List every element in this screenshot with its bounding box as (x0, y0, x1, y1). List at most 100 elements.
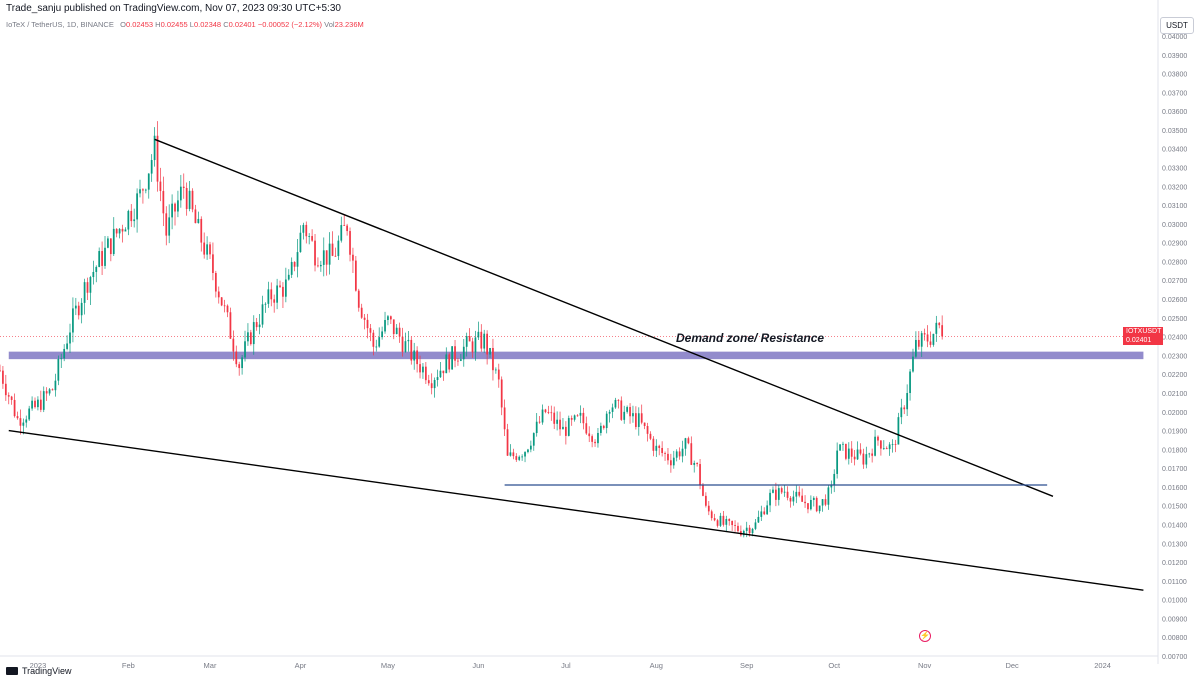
candle-body (48, 389, 51, 394)
candle-body (197, 218, 200, 224)
candle-body (897, 417, 900, 445)
candle-body (891, 444, 894, 445)
x-tick-label: Feb (122, 661, 135, 670)
candle-body (182, 186, 185, 188)
candle-body (247, 332, 249, 342)
candle-body (760, 511, 763, 517)
y-tick-label: 0.02000 (1162, 410, 1187, 417)
candle-body (407, 339, 410, 342)
candle-body (98, 251, 101, 267)
candle-body (39, 399, 42, 410)
candle-body (926, 334, 929, 342)
candle-body (290, 261, 293, 275)
candle-body (915, 339, 917, 357)
symbol-name[interactable]: IoTeX / TetherUS, 1D, BINANCE (6, 20, 114, 29)
candle-body (474, 337, 477, 353)
candle-body (500, 379, 503, 408)
x-tick-label: Sep (740, 661, 753, 670)
candle-body (675, 451, 678, 458)
candle-body (124, 229, 127, 232)
candle-body (573, 415, 576, 420)
candle-body (185, 187, 188, 209)
y-tick-label: 0.01100 (1162, 579, 1187, 586)
candle-body (497, 369, 500, 380)
currency-button[interactable]: USDT (1160, 17, 1194, 34)
candle-body (322, 250, 325, 265)
candle-body (42, 391, 45, 410)
price-tag-price: 0.02401 (1126, 337, 1152, 344)
candle-body (308, 236, 311, 237)
candle-body (652, 438, 655, 451)
candle-body (212, 254, 214, 273)
candle-body (538, 421, 541, 423)
candle-body (389, 316, 392, 320)
candle-body (258, 324, 261, 328)
candle-body (392, 319, 395, 335)
candle-body (812, 497, 815, 500)
y-tick-label: 0.01200 (1162, 560, 1187, 567)
candle-body (457, 360, 459, 362)
candle-body (830, 484, 833, 488)
candle-body (935, 322, 938, 334)
candle-body (556, 419, 558, 424)
candle-body (862, 453, 865, 465)
candle-body (871, 453, 874, 456)
candle-body (877, 436, 879, 441)
x-tick-label: Nov (918, 661, 932, 670)
candle-body (783, 491, 786, 493)
candle-body (833, 473, 836, 485)
flash-icon[interactable]: ⚡ (919, 630, 931, 642)
candle-body (780, 488, 783, 493)
candle-body (503, 407, 506, 430)
candle-body (602, 425, 605, 429)
symbol-legend: IoTeX / TetherUS, 1D, BINANCE O0.02453 H… (6, 18, 364, 32)
candle-body (506, 429, 509, 456)
candle-body (468, 336, 471, 342)
candle-body (629, 407, 631, 417)
candle-body (57, 359, 60, 381)
x-tick-label: Jul (561, 661, 571, 670)
candle-body (766, 505, 769, 515)
candle-body (34, 400, 36, 408)
brand-name: TradingView (22, 666, 72, 676)
candle-body (191, 190, 194, 210)
candle-body (769, 492, 771, 506)
candle-body (777, 488, 780, 500)
x-tick-label: 2023 (30, 661, 47, 670)
y-tick-label: 0.02500 (1162, 316, 1187, 323)
candle-body (553, 412, 556, 424)
trendline (8, 429, 1144, 591)
candle-body (89, 277, 92, 293)
candle-body (398, 327, 401, 337)
y-tick-label: 0.03400 (1162, 147, 1187, 154)
candle-body (477, 331, 480, 338)
candle-body (672, 457, 675, 466)
candle-body (305, 224, 308, 237)
candle-body (920, 333, 923, 347)
open-label: O (120, 20, 126, 29)
y-tick-label: 0.01600 (1162, 485, 1187, 492)
candle-body (74, 305, 77, 309)
candle-body (737, 525, 739, 532)
candle-body (331, 243, 334, 256)
footer-brand[interactable]: TradingView (6, 664, 72, 678)
candle-body (594, 441, 596, 444)
y-tick-label: 0.02400 (1162, 335, 1187, 342)
candle-body (112, 228, 115, 255)
candle-body (483, 333, 486, 349)
candle-body (51, 389, 54, 391)
candle-body (150, 160, 153, 174)
x-tick-label: Oct (828, 661, 841, 670)
candle-body (13, 399, 16, 417)
low-value: 0.02348 (193, 20, 222, 29)
candle-body (678, 451, 681, 457)
candle-body (807, 503, 809, 510)
open-value: 0.02453 (125, 20, 154, 29)
candle-body (646, 426, 649, 434)
candle-body (521, 456, 523, 458)
candle-body (375, 346, 378, 348)
close-label: C (223, 20, 229, 29)
candle-body (319, 264, 322, 267)
y-tick-label: 0.03900 (1162, 53, 1187, 60)
